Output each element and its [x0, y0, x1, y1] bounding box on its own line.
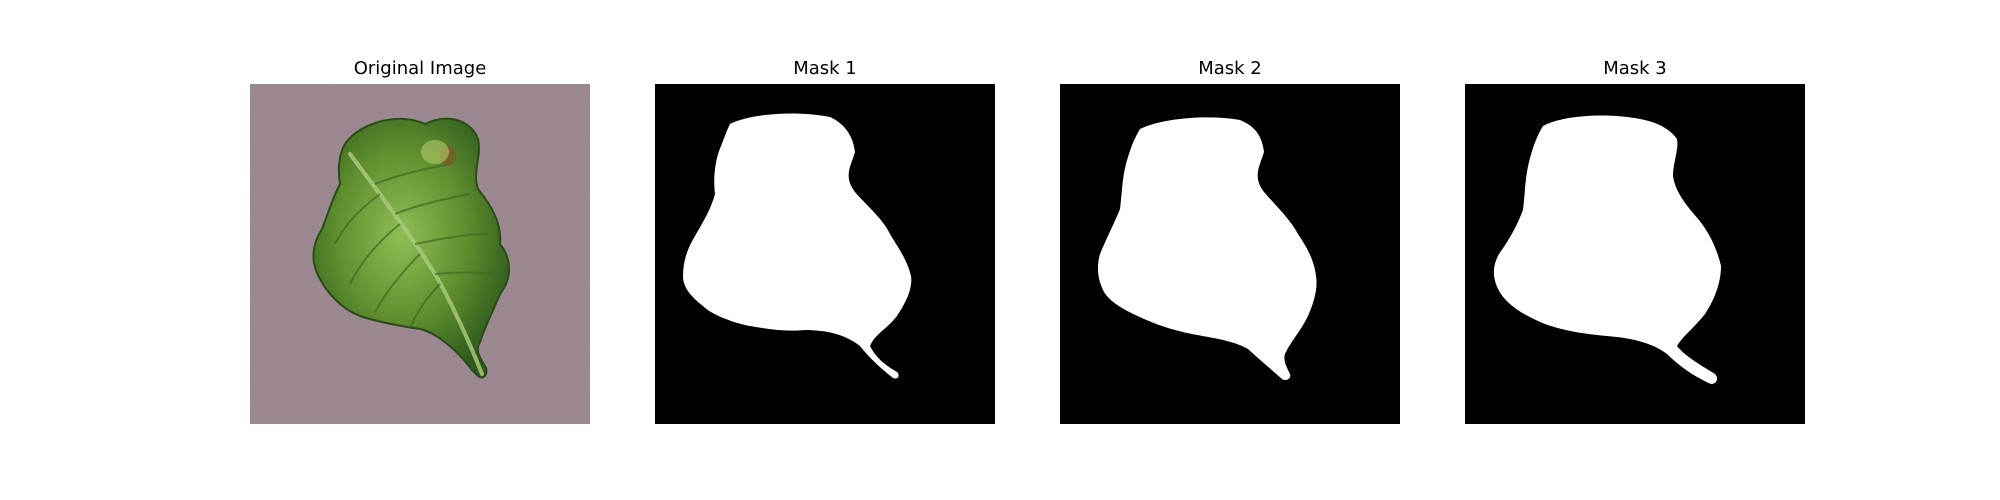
- mask-3-image: [1465, 84, 1805, 424]
- original-image-panel: Original Image: [250, 0, 590, 500]
- panel-title: Mask 2: [1198, 58, 1262, 79]
- panel-title: Mask 1: [793, 58, 857, 79]
- mask-2-panel: Mask 2: [1060, 0, 1400, 500]
- leaf-midrib: [348, 152, 484, 376]
- mask-foreground: [1493, 115, 1721, 384]
- mask-2-image: [1060, 84, 1400, 424]
- mask-foreground: [1097, 117, 1317, 381]
- leaf-shape: [312, 117, 510, 379]
- mask-foreground: [683, 113, 912, 379]
- mask-1-panel: Mask 1: [655, 0, 995, 500]
- panel-title: Original Image: [353, 58, 487, 79]
- mask-3-panel: Mask 3: [1465, 0, 1805, 500]
- leaf-photo: [250, 84, 590, 424]
- mask-1-image: [655, 84, 995, 424]
- panel-title: Mask 3: [1603, 58, 1667, 79]
